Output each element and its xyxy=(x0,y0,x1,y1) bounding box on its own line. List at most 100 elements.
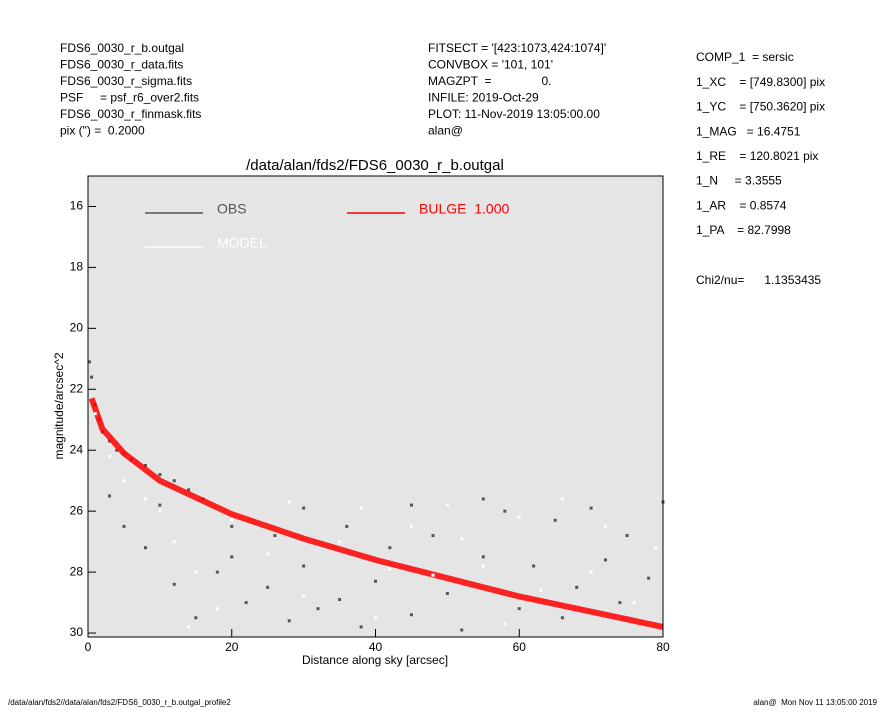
header-middle-line: INFILE: 2019-Oct-29 xyxy=(428,91,539,105)
data-point xyxy=(230,524,234,528)
data-point xyxy=(560,497,564,501)
data-point xyxy=(517,607,521,611)
chart-title: /data/alan/fds2/FDS6_0030_r_b.outgal xyxy=(246,157,504,174)
y-tick-label: 28 xyxy=(70,564,84,578)
data-point xyxy=(230,555,234,559)
data-point xyxy=(532,564,536,568)
data-point xyxy=(409,613,413,617)
data-point xyxy=(359,625,363,629)
data-point xyxy=(215,607,219,611)
legend-label: BULGE 1.000 xyxy=(419,201,509,217)
header-right-line: 1_YC = [750.3620] pix xyxy=(696,100,825,114)
data-point xyxy=(316,607,320,611)
y-tick-label: 22 xyxy=(70,381,84,395)
y-tick-label: 24 xyxy=(70,442,84,456)
data-point xyxy=(589,506,593,510)
data-point xyxy=(158,509,162,513)
y-tick-label: 30 xyxy=(70,625,84,639)
data-point xyxy=(604,558,607,562)
y-tick-label: 16 xyxy=(70,199,84,213)
data-point xyxy=(93,412,97,416)
data-point xyxy=(560,616,564,620)
data-point xyxy=(187,625,191,629)
data-point xyxy=(539,588,543,592)
y-axis-label: magnitude/arcsec^2 xyxy=(52,352,66,459)
data-point xyxy=(604,524,607,528)
data-point xyxy=(302,506,306,510)
data-point xyxy=(481,497,485,501)
data-point xyxy=(172,479,176,483)
header-middle-line: MAGZPT = 0. xyxy=(428,74,551,88)
header-right-line: COMP_1 = sersic xyxy=(696,50,794,64)
footer-right: alan@ Mon Nov 11 13:05:00 2019 xyxy=(753,698,877,707)
data-point xyxy=(230,518,234,522)
data-point xyxy=(122,479,126,483)
data-point xyxy=(359,506,363,510)
data-point xyxy=(87,360,91,364)
data-point xyxy=(460,628,464,632)
data-point xyxy=(431,534,435,538)
data-point xyxy=(122,524,126,528)
data-point xyxy=(625,534,629,538)
data-point xyxy=(194,616,198,620)
x-tick-label: 20 xyxy=(225,640,239,654)
bulge-curve xyxy=(88,397,664,630)
header-left-line: FDS6_0030_r_finmask.fits xyxy=(60,107,201,121)
chi2: Chi2/nu= 1.1353435 xyxy=(696,273,821,287)
data-point xyxy=(460,537,464,541)
y-tick-label: 20 xyxy=(70,321,84,335)
header-right-line: 1_MAG = 16.4751 xyxy=(696,124,801,138)
data-point xyxy=(287,500,291,504)
data-point xyxy=(287,619,291,623)
data-point xyxy=(374,579,377,583)
header-right-line: 1_PA = 82.7998 xyxy=(696,223,791,237)
y-tick-label: 26 xyxy=(70,503,84,517)
header-left-line: pix (") = 0.2000 xyxy=(60,124,145,138)
data-point xyxy=(553,518,557,522)
data-point xyxy=(90,375,94,379)
data-point xyxy=(302,564,306,568)
data-point xyxy=(654,546,658,550)
data-point xyxy=(194,570,198,574)
data-point xyxy=(187,488,191,492)
data-point xyxy=(338,598,342,602)
data-point xyxy=(618,601,622,605)
data-point xyxy=(144,497,147,501)
header-left-line: FDS6_0030_r_sigma.fits xyxy=(60,74,192,88)
data-point xyxy=(144,463,147,467)
data-point xyxy=(144,546,147,550)
data-point xyxy=(302,594,306,598)
header-middle-line: PLOT: 11-Nov-2019 13:05:00.00 xyxy=(428,107,600,121)
data-point xyxy=(158,473,162,477)
data-point xyxy=(108,454,112,458)
data-point xyxy=(266,585,270,589)
header-middle-line: FITSECT = '[423:1073,424:1074]' xyxy=(428,41,606,55)
header-right-line: 1_XC = [749.8300] pix xyxy=(696,75,825,89)
footer-left: /data/alan/fds2//data/alan/fds2/FDS6_003… xyxy=(8,698,231,707)
data-point xyxy=(445,503,449,507)
data-point xyxy=(409,524,413,528)
legend-label: MODEL xyxy=(217,235,267,251)
data-point xyxy=(445,591,449,595)
data-point xyxy=(481,564,485,568)
header-left-line: FDS6_0030_r_data.fits xyxy=(60,58,183,72)
header-left-line: FDS6_0030_r_b.outgal xyxy=(60,41,184,55)
data-point xyxy=(409,503,413,507)
header-middle-line: alan@ xyxy=(428,124,463,138)
x-tick-label: 0 xyxy=(85,640,92,654)
header-right-line: 1_RE = 120.8021 pix xyxy=(696,149,818,163)
data-point xyxy=(273,534,277,538)
legend-label: OBS xyxy=(217,201,247,217)
data-point xyxy=(215,570,219,574)
x-tick-label: 80 xyxy=(656,640,670,654)
data-point xyxy=(266,552,270,556)
y-tick-label: 18 xyxy=(70,260,84,274)
x-tick-label: 60 xyxy=(513,640,527,654)
header-right-line: 1_N = 3.3555 xyxy=(696,174,782,188)
data-point xyxy=(345,524,349,528)
data-point xyxy=(517,515,521,519)
data-point xyxy=(431,573,435,577)
x-tick-label: 40 xyxy=(369,640,383,654)
data-point xyxy=(503,509,507,513)
plot-area xyxy=(88,176,663,637)
